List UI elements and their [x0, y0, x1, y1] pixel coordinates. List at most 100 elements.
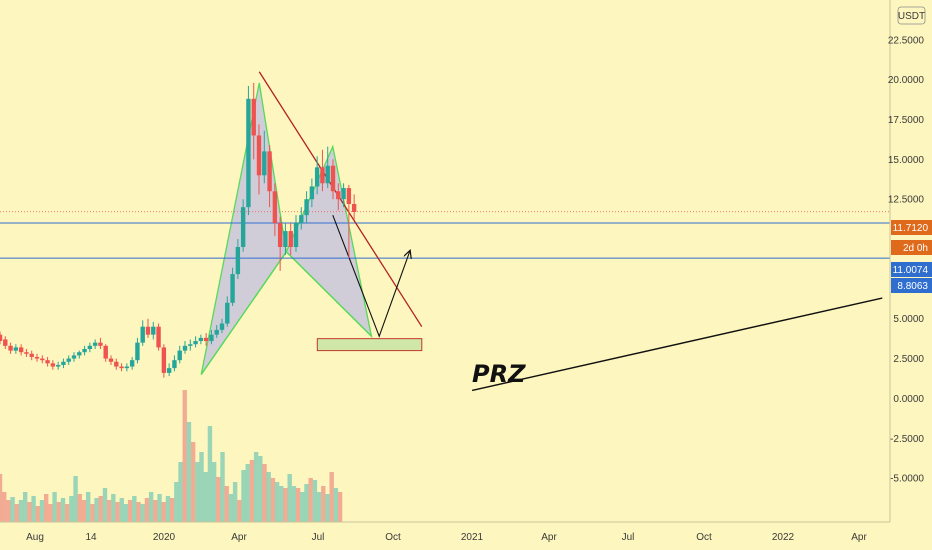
- horizontal-levels[interactable]: [0, 211, 890, 259]
- volume-bar: [157, 494, 162, 522]
- candle-body: [92, 342, 98, 346]
- volume-bar: [308, 478, 313, 522]
- candle-body: [8, 345, 13, 351]
- price-badge[interactable]: [891, 278, 932, 293]
- volume-bar: [123, 504, 129, 522]
- volume-bar: [203, 472, 208, 522]
- time-tick-label: 2022: [772, 532, 795, 543]
- volume-bar: [106, 500, 112, 522]
- volume-bar: [295, 488, 301, 522]
- prz-zone[interactable]: PRZ: [316, 338, 526, 388]
- volume-bar: [279, 486, 284, 522]
- volume-bar: [127, 500, 133, 522]
- price-tick-label: 20.0000: [888, 75, 925, 86]
- volume-bar: [266, 472, 271, 522]
- candle-body: [314, 167, 320, 187]
- candle-body: [151, 326, 156, 335]
- candle-body: [198, 337, 204, 342]
- volume-bar: [140, 504, 145, 522]
- candle-body: [346, 188, 352, 204]
- candle-body: [225, 302, 230, 324]
- volume-bar: [291, 486, 297, 522]
- candle-body: [214, 329, 219, 335]
- volume-bar: [325, 494, 330, 522]
- candle-body: [66, 358, 71, 362]
- candle-body: [203, 337, 209, 342]
- price-badge[interactable]: [891, 220, 932, 235]
- candle-body: [114, 361, 119, 367]
- price-axis[interactable]: 22.5000 20.0000 17.5000 15.0000 12.5000 5.000…: [888, 0, 932, 550]
- volume-bar: [207, 426, 213, 522]
- candle-body: [161, 347, 167, 373]
- pattern-xb-leg[interactable]: [200, 251, 287, 375]
- trend-lines[interactable]: [258, 71, 883, 392]
- candle-body: [272, 191, 278, 224]
- price-tick-label: 22.5000: [888, 35, 925, 46]
- candle-body: [240, 207, 246, 248]
- candle-body: [246, 98, 251, 208]
- time-axis[interactable]: Aug 14 2020 Apr Jul Oct 2021 Apr Jul Oct 2022 Apr: [0, 521, 890, 550]
- volume-bar: [333, 488, 339, 522]
- volume-bar: [178, 462, 183, 522]
- candle-body: [267, 151, 272, 192]
- price-tick-label: 0.0000: [893, 394, 924, 405]
- volume-bar: [270, 478, 276, 522]
- volume-bar: [31, 496, 36, 522]
- volume-bar: [224, 486, 229, 522]
- candlesticks: [0, 82, 357, 378]
- time-tick-label: Jul: [622, 532, 635, 543]
- volume-bar: [111, 494, 116, 522]
- volume-bar: [249, 460, 255, 522]
- support-trendline[interactable]: [471, 297, 883, 392]
- price-badge-label: 8.8063: [897, 281, 928, 292]
- volume-bar: [22, 492, 28, 522]
- volume-bar: [52, 492, 57, 522]
- volume-bar: [77, 494, 82, 522]
- volume-bar: [283, 488, 288, 522]
- time-tick-label: Aug: [26, 532, 44, 543]
- candle-body: [13, 347, 19, 351]
- candle-body: [325, 165, 330, 184]
- projection-path[interactable]: [332, 214, 410, 338]
- time-tick-label: 2020: [153, 532, 176, 543]
- candle-body: [251, 98, 256, 136]
- volume-bar: [241, 470, 246, 522]
- resistance-trendline[interactable]: [258, 71, 423, 328]
- price-tick-label: 2.5000: [893, 354, 924, 365]
- price-tick-label: -5.0000: [890, 474, 924, 485]
- price-badge-label: 11.7120: [893, 223, 929, 234]
- harmonic-pattern[interactable]: [200, 82, 373, 375]
- volume-bar: [18, 500, 24, 522]
- candle-body: [351, 203, 357, 212]
- price-badge[interactable]: [891, 240, 932, 255]
- time-tick-label: Jul: [312, 532, 325, 543]
- volume-bar: [300, 492, 305, 522]
- candle-body: [182, 345, 188, 351]
- candle-body: [145, 326, 151, 335]
- candle-body: [277, 223, 283, 248]
- volume-bar: [73, 476, 78, 522]
- volume-bar: [220, 452, 225, 522]
- candle-body: [341, 188, 346, 200]
- candle-body: [166, 368, 172, 373]
- candle-body: [262, 151, 267, 176]
- volume-bar: [81, 500, 87, 522]
- volume-bar: [115, 502, 120, 522]
- volume-bar: [165, 496, 171, 522]
- prz-zone-box[interactable]: [316, 338, 423, 352]
- currency-label: USDT: [898, 11, 925, 22]
- volume-bar: [90, 504, 95, 522]
- candle-body: [235, 247, 241, 275]
- price-badge[interactable]: [891, 262, 932, 277]
- candle-body: [87, 345, 93, 350]
- candle-body: [119, 366, 124, 369]
- volume-bar: [132, 496, 137, 522]
- time-tick-label: Apr: [231, 532, 247, 543]
- volume-bar: [321, 486, 326, 522]
- pattern-bd-leg[interactable]: [285, 251, 372, 337]
- candle-body: [193, 341, 198, 345]
- volume-bar: [245, 464, 250, 522]
- currency-box[interactable]: [897, 6, 926, 25]
